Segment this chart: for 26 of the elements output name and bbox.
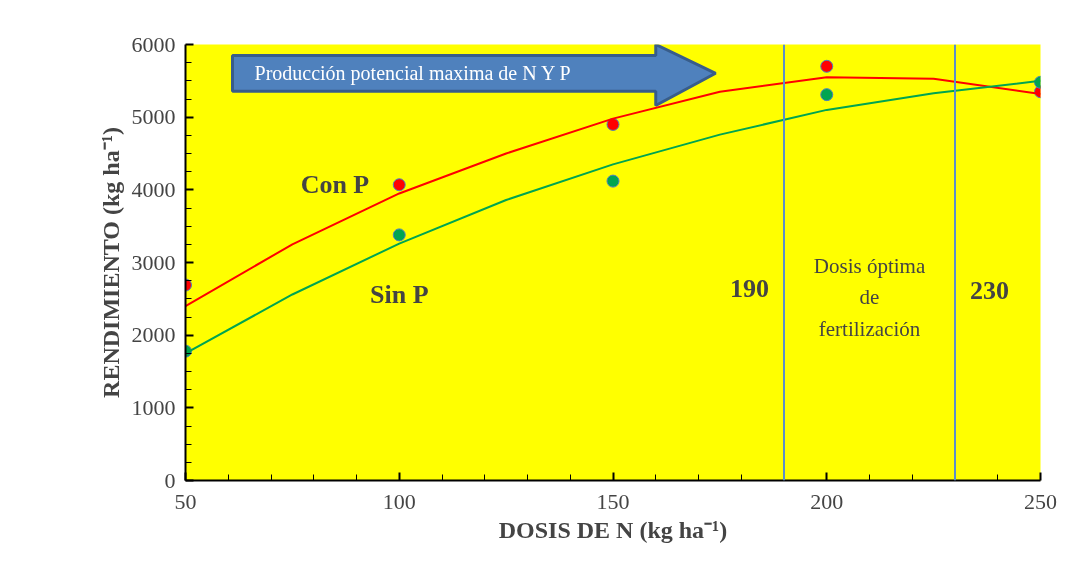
point (392, 228, 406, 242)
point (820, 88, 834, 102)
x-tick-label: 250 (1024, 488, 1057, 514)
y-tick-label: 6000 (131, 31, 176, 57)
ref-line-label: 230 (970, 276, 1009, 306)
y-tick-label: 1000 (131, 394, 176, 420)
y-tick-label: 2000 (131, 322, 176, 348)
x-tick-label: 150 (596, 488, 630, 514)
series-label: Con P (300, 170, 370, 200)
x-tick-label: 200 (810, 488, 844, 514)
y-axis-title: RENDIMIENTO (kg ha⁻¹) (97, 127, 124, 398)
x-tick-label: 50 (174, 488, 197, 514)
y-tick-label: 5000 (131, 104, 176, 130)
point (820, 59, 834, 73)
series-label: Sin P (369, 280, 429, 310)
x-axis-title: DOSIS DE N (kg ha⁻¹) (498, 516, 728, 543)
y-tick-label: 4000 (131, 176, 176, 202)
ref-line-label: 190 (730, 274, 769, 304)
point (606, 117, 620, 131)
point (392, 178, 406, 192)
annotation: Producción potencial maxima de N Y P (254, 62, 571, 86)
y-tick-label: 0 (164, 467, 176, 493)
y-tick-label: 3000 (131, 249, 176, 275)
x-tick-label: 100 (382, 488, 416, 514)
annotation: Dosis óptima de fertilización (813, 254, 926, 341)
point (606, 174, 620, 188)
